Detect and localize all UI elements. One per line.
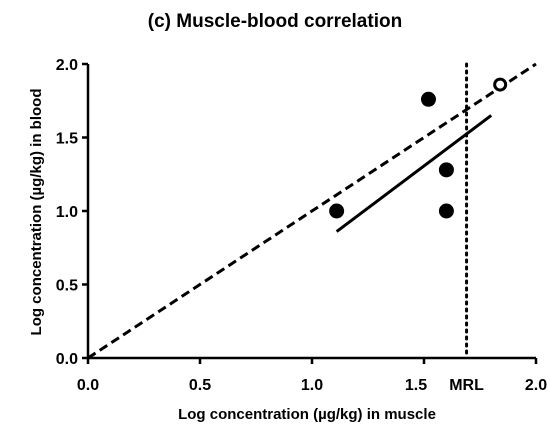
x-tick-label: 2.0: [525, 377, 547, 394]
data-point: [438, 162, 454, 178]
y-axis-label: Log concentration (µg/kg) in blood: [28, 89, 45, 336]
data-point: [420, 91, 436, 107]
regression-line: [335, 114, 493, 233]
y-tick-label: 1.5: [56, 131, 78, 148]
x-tick-label: 0.0: [77, 377, 99, 394]
x-axis-label: Log concentration (µg/kg) in muscle: [178, 406, 436, 423]
identity-line: [87, 62, 537, 360]
mrl-label: MRL: [449, 377, 484, 394]
y-tick-label: 0.0: [56, 351, 78, 368]
x-tick-label: 1.5: [405, 377, 427, 394]
y-tick-label: 0.5: [56, 278, 78, 295]
axes: 0.0 0.5 1.0 1.5 2.0 0.0 0.5 1.0 1.5 2.0: [56, 57, 547, 394]
x-tick-label: 0.5: [189, 377, 211, 394]
chart-title: (c) Muscle-blood correlation: [148, 11, 402, 32]
y-tick-label: 2.0: [56, 57, 78, 74]
data-point: [438, 203, 454, 219]
x-tick-label: 1.0: [301, 377, 323, 394]
data-point-open: [493, 77, 508, 92]
plot-area: MRL: [87, 62, 537, 394]
y-tick-label: 1.0: [56, 204, 78, 221]
data-point: [329, 203, 345, 219]
